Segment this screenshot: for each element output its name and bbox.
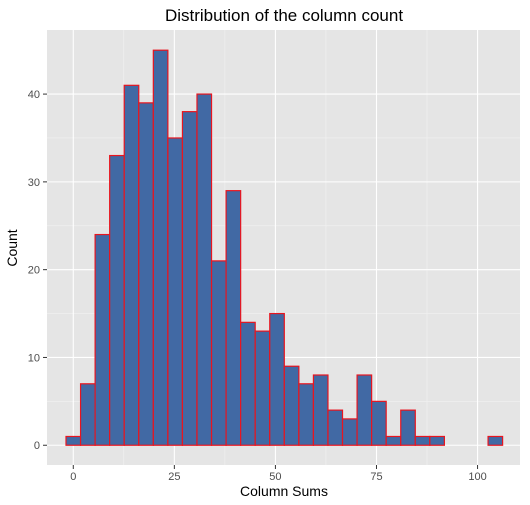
y-tick-label: 30 bbox=[28, 177, 40, 189]
histogram-bar bbox=[312, 374, 329, 446]
y-axis-ticks: 0 10 20 30 40 bbox=[28, 89, 47, 452]
x-axis-ticks: 0 25 50 75 100 bbox=[70, 465, 487, 483]
y-tick-label: 40 bbox=[28, 89, 40, 101]
histogram-bar bbox=[487, 435, 504, 446]
x-tick-label: 25 bbox=[168, 471, 180, 483]
y-tick-label: 10 bbox=[28, 352, 40, 364]
histogram-bar bbox=[138, 102, 154, 446]
histogram-bar bbox=[152, 49, 169, 446]
y-tick-label: 20 bbox=[28, 265, 40, 277]
histogram-bars bbox=[65, 49, 504, 446]
histogram-bar bbox=[327, 409, 344, 446]
histogram-bar bbox=[123, 84, 140, 446]
x-tick-label: 50 bbox=[269, 471, 281, 483]
histogram-bar bbox=[283, 365, 300, 446]
histogram-bar bbox=[254, 330, 271, 446]
y-axis-title: Count bbox=[4, 229, 20, 266]
histogram-bar bbox=[79, 383, 96, 446]
histogram-bar bbox=[240, 321, 256, 446]
chart-title: Distribution of the column count bbox=[165, 6, 403, 25]
x-axis-title: Column Sums bbox=[240, 483, 328, 499]
histogram-bar bbox=[196, 93, 213, 446]
histogram-bar bbox=[429, 435, 446, 446]
histogram-bar bbox=[298, 383, 315, 446]
histogram-bar bbox=[167, 137, 184, 446]
histogram-bar bbox=[181, 111, 198, 446]
y-tick-label: 0 bbox=[34, 440, 40, 452]
histogram-bar bbox=[65, 435, 82, 446]
x-tick-label: 75 bbox=[370, 471, 382, 483]
histogram-bar bbox=[356, 374, 373, 446]
histogram-bar bbox=[109, 154, 125, 446]
histogram-bar bbox=[225, 190, 242, 446]
x-tick-label: 0 bbox=[70, 471, 76, 483]
histogram-bar bbox=[341, 418, 358, 446]
histogram-bar bbox=[210, 260, 227, 446]
histogram-bar bbox=[385, 435, 402, 446]
histogram-bar bbox=[400, 409, 416, 446]
histogram-bar bbox=[371, 400, 387, 446]
x-tick-label: 100 bbox=[468, 471, 486, 483]
histogram-bar bbox=[414, 435, 431, 446]
histogram-bar bbox=[269, 312, 285, 446]
histogram-bar bbox=[94, 233, 111, 446]
